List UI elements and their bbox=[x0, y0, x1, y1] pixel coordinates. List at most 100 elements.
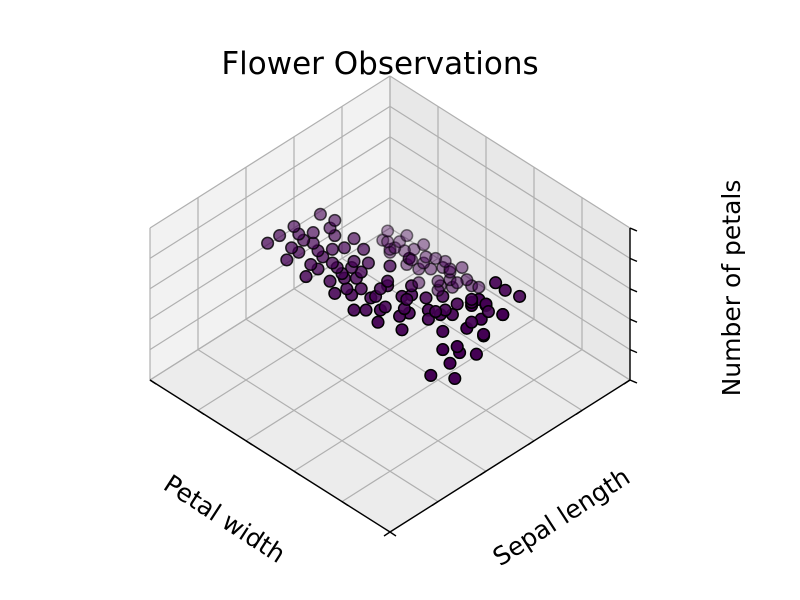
data-point bbox=[340, 282, 354, 296]
data-point bbox=[431, 274, 445, 288]
axis-lines bbox=[149, 228, 631, 533]
data-point bbox=[513, 289, 527, 303]
x-axis-tick bbox=[245, 440, 253, 446]
data-point bbox=[381, 274, 395, 288]
z-axis-tick bbox=[629, 318, 638, 323]
data-point bbox=[477, 327, 491, 341]
grid-line bbox=[197, 257, 439, 411]
grid-line bbox=[293, 318, 535, 472]
data-point bbox=[371, 315, 385, 329]
data-point bbox=[489, 276, 503, 290]
y-axis-tick bbox=[479, 470, 487, 476]
data-point bbox=[496, 308, 510, 322]
x-axis-tick bbox=[197, 409, 205, 415]
data-point bbox=[443, 356, 457, 370]
data-point bbox=[313, 207, 327, 221]
data-point bbox=[419, 291, 433, 305]
y-axis-label: Sepal length bbox=[488, 462, 635, 572]
data-point bbox=[450, 297, 464, 311]
grid-line bbox=[149, 197, 391, 351]
data-point bbox=[412, 276, 426, 290]
grid-line bbox=[245, 318, 487, 472]
data-point bbox=[347, 303, 361, 317]
data-point bbox=[393, 235, 407, 249]
grid-line bbox=[149, 105, 391, 259]
y-axis-tick bbox=[431, 501, 439, 507]
data-point bbox=[325, 256, 339, 270]
x-axis-tick bbox=[293, 470, 301, 476]
data-point bbox=[299, 270, 313, 284]
chart-title: Flower Observations bbox=[221, 46, 538, 82]
data-point bbox=[465, 292, 479, 306]
grid-line bbox=[293, 288, 535, 442]
y-axis-tick bbox=[383, 531, 391, 537]
grid-line bbox=[197, 349, 439, 503]
data-point bbox=[429, 305, 443, 319]
data-point bbox=[436, 343, 450, 357]
z-axis-tick bbox=[629, 257, 638, 263]
grid-line bbox=[389, 105, 631, 259]
data-point bbox=[381, 224, 395, 238]
grid-line bbox=[389, 166, 631, 320]
data-point bbox=[381, 235, 395, 249]
data-point bbox=[400, 229, 414, 243]
data-point bbox=[429, 251, 443, 265]
data-point bbox=[354, 282, 368, 296]
data-point bbox=[328, 213, 342, 227]
data-point bbox=[419, 250, 433, 264]
data-point bbox=[465, 315, 479, 329]
data-point bbox=[328, 286, 342, 300]
y-axis-tick bbox=[575, 409, 583, 415]
data-point bbox=[287, 219, 301, 234]
data-point bbox=[450, 276, 464, 290]
data-point bbox=[357, 242, 371, 256]
data-point bbox=[347, 254, 361, 268]
x-axis-tick bbox=[389, 531, 397, 537]
z-axis-label: Number of petals bbox=[717, 180, 746, 397]
data-point bbox=[273, 229, 287, 243]
data-point bbox=[472, 280, 486, 294]
data-point bbox=[498, 283, 512, 297]
grid-line bbox=[341, 349, 583, 503]
z-axis-tick bbox=[629, 379, 638, 384]
data-point bbox=[359, 303, 373, 317]
data-point bbox=[481, 305, 495, 319]
left-wall-pane bbox=[150, 76, 390, 380]
data-point bbox=[347, 232, 361, 246]
data-points bbox=[261, 207, 527, 386]
x-axis-line bbox=[149, 379, 391, 533]
data-point bbox=[469, 347, 483, 361]
data-point bbox=[450, 340, 464, 354]
data-point bbox=[280, 253, 294, 267]
grid-line bbox=[389, 197, 631, 351]
data-point bbox=[424, 368, 438, 382]
data-point bbox=[436, 324, 450, 338]
data-point bbox=[361, 256, 375, 270]
grid-line bbox=[149, 136, 391, 290]
data-point bbox=[323, 274, 337, 288]
data-point bbox=[417, 238, 431, 252]
y-axis-tick bbox=[527, 440, 535, 446]
data-point bbox=[378, 300, 392, 314]
z-axis-tick bbox=[629, 227, 638, 232]
axis-ticks bbox=[149, 227, 638, 537]
data-point bbox=[304, 257, 318, 272]
data-point bbox=[261, 236, 275, 250]
grid-line bbox=[149, 75, 391, 229]
x-axis-tick bbox=[341, 501, 349, 507]
data-point bbox=[443, 265, 457, 279]
data-point bbox=[400, 292, 414, 306]
y-axis-tick bbox=[623, 379, 631, 385]
data-point bbox=[306, 226, 320, 240]
x-axis-tick bbox=[149, 379, 157, 385]
y-axis-line bbox=[389, 379, 631, 533]
x-axis-label: Petal width bbox=[159, 469, 291, 569]
data-point bbox=[455, 260, 469, 275]
data-point bbox=[337, 241, 351, 255]
grid-line bbox=[389, 136, 631, 290]
grid-line bbox=[149, 227, 391, 381]
data-point bbox=[325, 242, 339, 256]
data-point bbox=[438, 254, 452, 268]
grid-line bbox=[389, 75, 631, 229]
